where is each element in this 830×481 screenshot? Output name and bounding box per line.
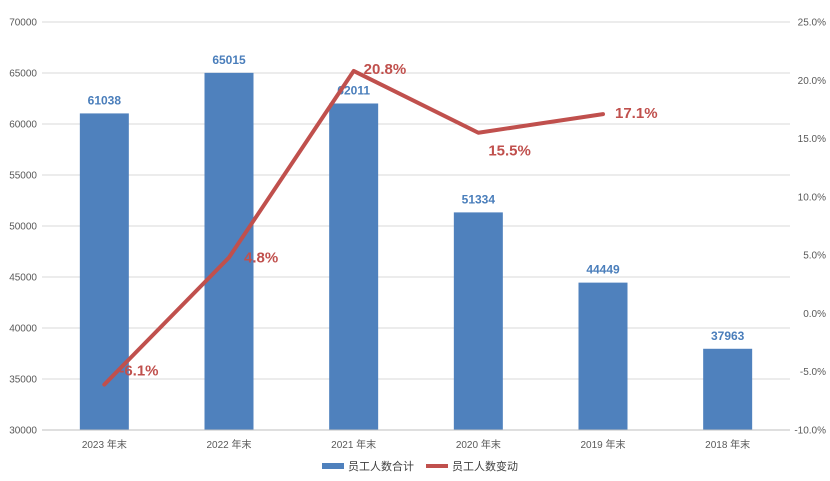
right-tick-label: 0.0%: [803, 309, 826, 320]
left-tick-label: 35000: [9, 375, 37, 386]
right-tick-label: 15.0%: [798, 134, 826, 145]
bar: [453, 212, 503, 430]
bar: [79, 113, 129, 430]
line-value-label: 4.8%: [244, 249, 278, 266]
bar-value-label: 61038: [88, 93, 122, 107]
left-tick-label: 50000: [9, 222, 37, 233]
bar-data-labels: 61038 65015 62011 51334 44449 37963: [88, 53, 745, 343]
bar-value-label: 37963: [711, 329, 745, 343]
left-tick-label: 30000: [9, 426, 37, 437]
left-tick-label: 60000: [9, 120, 37, 131]
x-tick-label: 2018 年末: [705, 438, 750, 451]
line-value-label: 17.1%: [615, 105, 658, 122]
x-tick-label: 2021 年末: [331, 438, 376, 451]
x-axis: 2023 年末 2022 年末 2021 年末 2020 年末 2019 年末 2018 …: [42, 429, 790, 451]
right-tick-label: 25.0%: [798, 18, 826, 29]
bar: [703, 348, 753, 430]
x-tick-label: 2023 年末: [82, 438, 127, 451]
right-axis: -10.0% -5.0% 0.0% 5.0% 10.0% 15.0% 20.0% 25.0%: [794, 18, 826, 437]
x-tick-label: 2019 年末: [580, 438, 625, 451]
legend-swatch-bar: [322, 463, 344, 469]
line-series: [102, 68, 605, 387]
line-data-labels: -6.1% 4.8% 20.8% 15.5% 17.1%: [119, 61, 657, 380]
bar: [204, 72, 254, 431]
line-value-label: 15.5%: [488, 143, 531, 160]
legend-swatch-line: [426, 464, 448, 468]
x-tick-label: 2020 年末: [456, 438, 501, 451]
right-tick-label: -5.0%: [800, 367, 826, 378]
bar-value-label: 65015: [212, 53, 246, 67]
left-tick-label: 40000: [9, 324, 37, 335]
bar: [329, 103, 379, 431]
legend-label-line: 员工人数变动: [452, 459, 518, 473]
left-axis: 30000 35000 40000 45000 50000 55000 60000 65000…: [9, 18, 37, 437]
bar-value-label: 44449: [586, 263, 620, 277]
right-tick-label: 10.0%: [798, 192, 826, 203]
legend-label-bar: 员工人数合计: [348, 459, 414, 473]
right-tick-label: -10.0%: [794, 426, 826, 437]
x-tick-label: 2022 年末: [206, 438, 251, 451]
bar-value-label: 62011: [337, 83, 370, 97]
right-tick-label: 20.0%: [798, 76, 826, 87]
line-value-label: 20.8%: [364, 61, 407, 78]
line-value-label: -6.1%: [119, 363, 158, 380]
bar: [578, 282, 628, 430]
bar-value-label: 51334: [462, 192, 496, 206]
right-tick-label: 5.0%: [803, 251, 826, 262]
gridlines: [42, 21, 790, 431]
left-tick-label: 65000: [9, 69, 37, 80]
left-tick-label: 70000: [9, 18, 37, 29]
legend: 员工人数合计 员工人数变动: [322, 459, 518, 473]
left-tick-label: 55000: [9, 171, 37, 182]
left-tick-label: 45000: [9, 273, 37, 284]
bar-series: [79, 72, 753, 431]
series-line: [102, 68, 605, 387]
